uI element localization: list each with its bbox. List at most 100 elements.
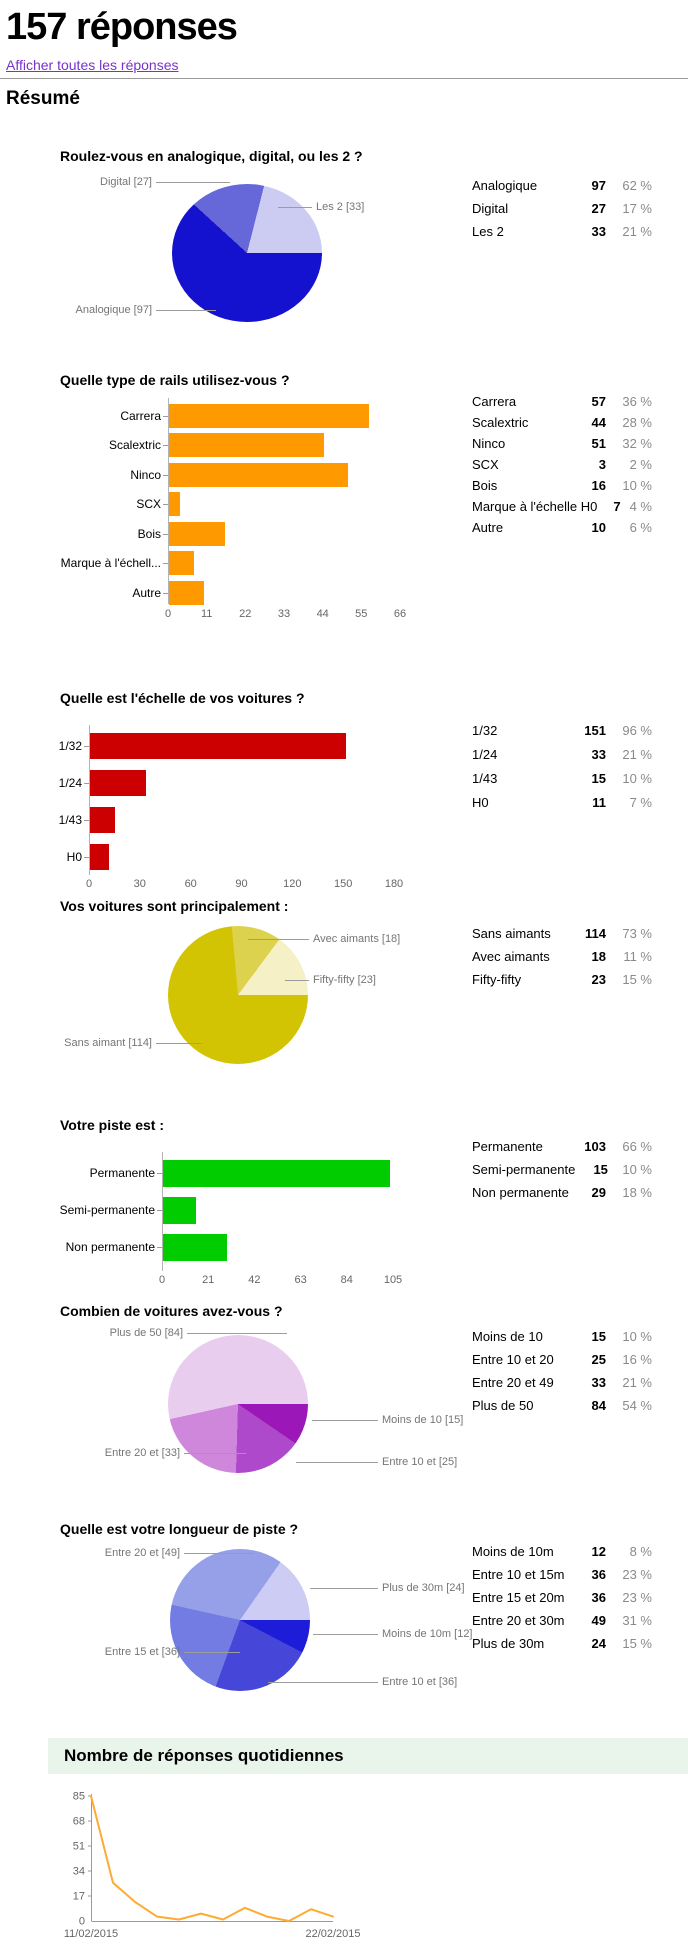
bar (169, 522, 226, 546)
axis-tick-label: 150 (334, 878, 353, 890)
question-title-piste: Votre piste est : (60, 1117, 164, 1133)
stats-table-rails: Carrera 57 36 % Scalextric 44 28 % Ninco 51 32… (472, 391, 652, 538)
summary-heading: Résumé (6, 88, 80, 109)
leader-line (313, 1634, 378, 1635)
axis-tick-label: 0 (164, 608, 172, 620)
pie-analogique (172, 184, 322, 322)
tick (163, 445, 168, 446)
stats-table-piste: Permanente 103 66 % Semi-permanente 15 10 % … (472, 1135, 652, 1204)
bar (169, 433, 324, 457)
axis-tick-label: 33 (277, 608, 291, 620)
question-title-aimants: Vos voitures sont principalement : (60, 898, 289, 914)
axis-tick-label: 84 (340, 1274, 353, 1286)
bar-label: Marque à l'échell... (60, 556, 161, 570)
question-title-nb-voitures: Combien de voitures avez-vous ? (60, 1303, 283, 1319)
pie-label-entre-15-20: Entre 15 et [36] (104, 1646, 180, 1658)
tick (157, 1247, 162, 1248)
table-row: 1/32 151 96 % (472, 722, 652, 738)
y-tick-label: 0 (79, 1916, 85, 1928)
axis-tick-label: 180 (384, 878, 404, 890)
bar-chart-piste: Permanente Semi-permanente Non permanent… (48, 1152, 472, 1302)
x-end-date-label: 22/02/2015 (305, 1928, 360, 1940)
stats-table-nb-voitures: Moins de 10 15 10 % Entre 10 et 20 25 16 % E… (472, 1325, 652, 1417)
table-row: Sans aimants 114 73 % (472, 926, 652, 941)
pie-label-entre-10: Entre 10 et [25] (382, 1456, 458, 1468)
axis-line (162, 1152, 163, 1271)
leader-line (184, 1553, 254, 1554)
question-title-echelle: Quelle est l'échelle de vos voitures ? (60, 690, 305, 706)
pie-chart-nb-voitures: Plus de 50 [84] Moins de 10 [15] Entre 2… (48, 1320, 472, 1490)
table-row: Moins de 10m 12 8 % (472, 1544, 652, 1559)
axis-tick-label: 0 (85, 878, 93, 890)
axis-tick-label: 44 (316, 608, 329, 620)
bar (169, 404, 370, 428)
axis-tick-label: 0 (158, 1274, 166, 1286)
pie-label-sans-aimant: Sans aimant [114] (64, 1037, 152, 1049)
bar-label: 1/43 (58, 813, 82, 827)
table-row: Entre 10 et 15m 36 23 % (472, 1567, 652, 1582)
show-all-responses-link[interactable]: Afficher toutes les réponses (6, 57, 179, 73)
leader-line (268, 1682, 378, 1683)
stats-table-analogique: Analogique 97 62 % Digital 27 17 % Les 2 33 21… (472, 174, 652, 243)
y-tick-label: 68 (73, 1816, 85, 1828)
tick (157, 1210, 162, 1211)
y-tick-label: 85 (73, 1791, 85, 1803)
bar (169, 551, 194, 575)
table-row: Scalextric 44 28 % (472, 415, 652, 430)
table-row: Marque à l'échelle H0 7 4 % (472, 499, 652, 514)
bar-chart-echelle: 1/32 1/24 1/43 H0 0 30 60 90 120 150 180 (48, 725, 472, 905)
table-row: SCX 3 2 % (472, 457, 652, 472)
axis-tick-label: 21 (202, 1274, 215, 1286)
bar (169, 581, 205, 605)
bar-label: Semi-permanente (59, 1203, 155, 1217)
pie-chart-analogique: Digital [27] Les 2 [33] Analogique [97] (48, 165, 472, 345)
bar-chart-rails: Carrera Scalextric Ninco SCX Bois Marque… (48, 398, 472, 633)
table-row: 1/43 15 10 % (472, 770, 652, 786)
axis-tick-label: 66 (393, 608, 407, 620)
tick (84, 783, 89, 784)
question-title-analogique: Roulez-vous en analogique, digital, ou l… (60, 148, 363, 164)
leader-line (296, 1462, 378, 1463)
table-row: H0 11 7 % (472, 794, 652, 810)
bar-label: Scalextric (108, 438, 161, 452)
pie-label-entre-20: Entre 20 et [33] (104, 1447, 180, 1459)
table-row: Carrera 57 36 % (472, 394, 652, 409)
bar (90, 844, 109, 870)
tick (163, 475, 168, 476)
pie-label-plus-50: Plus de 50 [84] (109, 1327, 183, 1339)
axis-tick-label: 105 (383, 1274, 403, 1286)
table-row: Entre 20 et 49 33 21 % (472, 1375, 652, 1390)
question-title-longueur: Quelle est votre longueur de piste ? (60, 1521, 299, 1537)
table-row: Semi-permanente 15 10 % (472, 1162, 652, 1177)
pie-label-entre-20-30: Entre 20 et [49] (104, 1547, 180, 1559)
y-tick-label: 34 (73, 1866, 85, 1878)
table-row: Digital 27 17 % (472, 201, 652, 216)
x-start-date-label: 11/02/2015 (64, 1928, 118, 1940)
pie-longueur (170, 1549, 310, 1691)
pie-label-moins-10m: Moins de 10m [12] (382, 1628, 473, 1640)
leader-line (278, 207, 312, 208)
bar (163, 1197, 196, 1224)
pie-label-moins-10: Moins de 10 [15] (382, 1414, 464, 1426)
leader-line (187, 1333, 287, 1334)
bar (169, 492, 180, 516)
pie-chart-aimants: Avec aimants [18] Fifty-fifty [23] Sans … (48, 912, 472, 1082)
question-title-rails: Quelle type de rails utilisez-vous ? (60, 372, 290, 388)
axis-tick-label: 63 (294, 1274, 307, 1286)
pie-nb-voitures (168, 1335, 308, 1473)
bar-label: Carrera (120, 409, 161, 423)
bar (90, 807, 116, 833)
bar (163, 1160, 390, 1187)
table-row: Entre 10 et 20 25 16 % (472, 1352, 652, 1367)
daily-responses-line-chart: 85 68 51 34 17 0 11/02/2015 22/02/2015 (64, 1791, 361, 1941)
leader-line (156, 310, 216, 311)
axis-tick-label: 120 (283, 878, 302, 890)
table-row: Fifty-fifty 23 15 % (472, 972, 652, 987)
tick (163, 593, 168, 594)
leader-line (156, 1043, 202, 1044)
bar (169, 463, 349, 487)
leader-line (156, 182, 230, 183)
daily-responses-header: Nombre de réponses quotidiennes (48, 1738, 688, 1774)
pie-label-les2: Les 2 [33] (316, 201, 365, 213)
tick (163, 534, 168, 535)
